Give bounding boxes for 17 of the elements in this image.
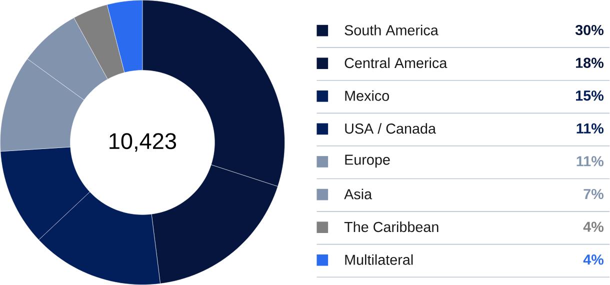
legend-label: The Caribbean [344,222,438,232]
legend-label: Asia [344,188,372,200]
legend-label: USA / Canada [345,123,436,134]
data-label: 18% [576,58,604,68]
data-label: 11% [576,156,604,166]
data-label: 7% [584,189,604,200]
legend-label: Europe [345,154,390,168]
legend-label: Multilateral [345,254,413,265]
legend-label: Central America [344,58,448,68]
data-label: 30% [575,24,604,36]
legend-label: South America [344,24,438,36]
data-label: 4% [583,254,604,265]
data-label: 15% [576,90,604,101]
data-label: 4% [583,222,604,232]
legend-label: Mexico [345,90,390,101]
data-label: 11% [576,123,604,134]
text: 10,423 [110,133,176,152]
